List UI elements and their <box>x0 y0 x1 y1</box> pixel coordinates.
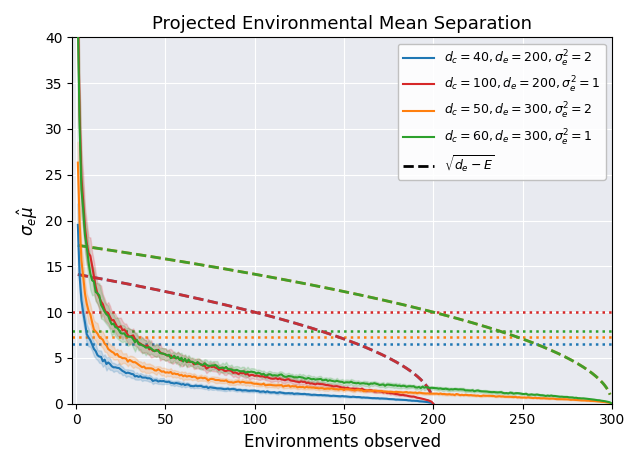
X-axis label: Environments observed: Environments observed <box>244 433 441 451</box>
Legend: $d_c = 40, d_e = 200, \sigma_e^2 = 2$, $d_c = 100, d_e = 200, \sigma_e^2 = 1$, $: $d_c = 40, d_e = 200, \sigma_e^2 = 2$, $… <box>398 44 605 180</box>
Title: Projected Environmental Mean Separation: Projected Environmental Mean Separation <box>152 15 532 33</box>
Y-axis label: $\sigma_e\hat{\mu}$: $\sigma_e\hat{\mu}$ <box>15 206 40 235</box>
